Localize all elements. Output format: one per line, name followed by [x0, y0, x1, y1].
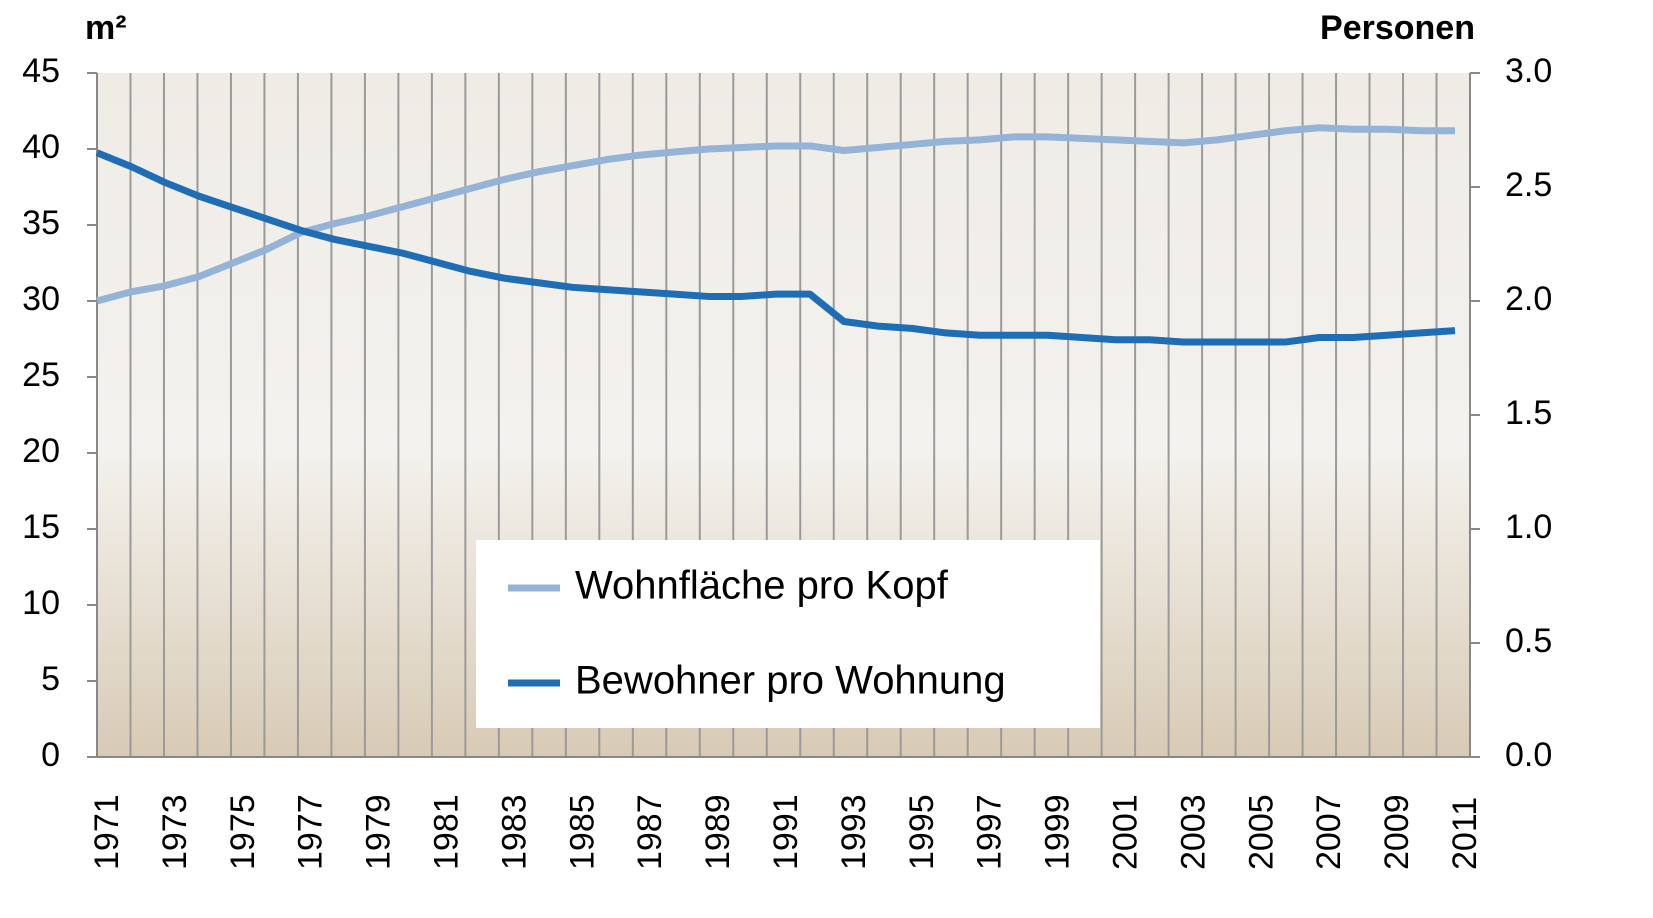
y-tick-label: 20 — [22, 432, 60, 470]
x-tick-label: 1975 — [224, 794, 262, 870]
y2-tick-label: 1.0 — [1505, 508, 1552, 546]
x-tick-label: 1999 — [1039, 794, 1077, 870]
y-tick-label: 25 — [22, 356, 60, 394]
x-tick-label: 1977 — [292, 794, 330, 870]
y2-tick-label: 1.5 — [1505, 394, 1552, 432]
y2-tick-label: 0.0 — [1505, 736, 1552, 774]
x-tick-label: 2011 — [1446, 797, 1484, 870]
x-tick-label: 2005 — [1242, 794, 1280, 870]
x-tick-label: 1991 — [767, 794, 805, 870]
legend-label: Wohnfläche pro Kopf — [575, 564, 949, 608]
x-tick-label: 1989 — [699, 794, 737, 870]
x-tick-label: 1973 — [156, 794, 194, 870]
x-tick-label: 2001 — [1106, 794, 1144, 870]
chart: m² Personen 0 5 10 15 20 25 30 35 40 45 0.0 0.5 1.0 1… — [0, 0, 1653, 918]
x-tick-label: 1995 — [903, 794, 941, 870]
x-tick-label: 1993 — [835, 794, 873, 870]
y-tick-label: 5 — [41, 660, 60, 698]
y-tick-label: 10 — [22, 584, 60, 622]
x-tick-label: 1979 — [360, 794, 398, 870]
y-tick-label: 40 — [22, 128, 60, 166]
y2-tick-label: 2.5 — [1505, 166, 1552, 204]
y-tick-label: 30 — [22, 280, 60, 318]
y-axis-label: m² — [85, 9, 127, 47]
x-tick-label: 1997 — [971, 794, 1009, 870]
x-tick-label: 1983 — [495, 794, 533, 870]
x-tick-label: 1985 — [563, 794, 601, 870]
y-tick-label: 15 — [22, 508, 60, 546]
y2-tick-label: 2.0 — [1505, 280, 1552, 318]
x-tick-label: 1981 — [427, 794, 465, 870]
x-tick-label: 2009 — [1378, 794, 1416, 870]
y2-axis-label: Personen — [1320, 9, 1475, 47]
y-tick-label: 0 — [41, 736, 60, 774]
y-tick-label: 35 — [22, 204, 60, 242]
legend-label: Bewohner pro Wohnung — [575, 659, 1006, 703]
x-tick-label: 2003 — [1174, 794, 1212, 870]
x-tick-label: 1971 — [88, 794, 126, 870]
x-tick-label: 1987 — [631, 794, 669, 870]
y-tick-label: 45 — [22, 52, 60, 90]
y2-tick-label: 0.5 — [1505, 622, 1552, 660]
x-tick-label: 2007 — [1310, 794, 1348, 870]
y2-tick-label: 3.0 — [1505, 52, 1552, 90]
